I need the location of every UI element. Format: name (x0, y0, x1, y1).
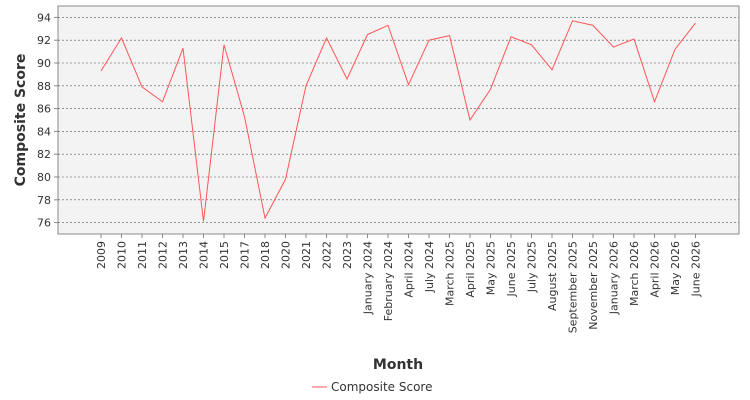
x-axis-title: Month (373, 357, 423, 373)
y-axis-ticks: 76 78 80 82 84 86 88 90 92 94 (37, 11, 58, 230)
grid-lines (58, 17, 739, 223)
y-tick-label: 84 (37, 125, 51, 138)
y-tick-label: 80 (37, 171, 51, 184)
data-point (694, 22, 697, 25)
data-point (366, 33, 369, 36)
x-tick-label: 2013 (177, 241, 190, 269)
data-point (305, 84, 308, 87)
x-tick-label: August 2025 (546, 241, 559, 311)
x-tick-label: November 2025 (587, 241, 600, 330)
series-layer (100, 19, 697, 223)
data-point (182, 47, 185, 50)
data-point (592, 24, 595, 27)
data-point (653, 100, 656, 103)
x-tick-label: 2010 (116, 241, 129, 269)
x-axis-ticks: 2009 2010 2011 2012 2013 2014 2015 2017 2018 2020… (95, 234, 703, 333)
data-point (633, 38, 636, 41)
plot-area (57, 5, 740, 235)
x-tick-label: March 2025 (444, 241, 457, 306)
y-tick-label: 86 (37, 103, 51, 116)
x-tick-label: July 2025 (526, 241, 539, 293)
data-point (448, 34, 451, 37)
x-tick-label: 2021 (300, 241, 313, 269)
data-point (469, 119, 472, 122)
x-tick-label: September 2025 (567, 241, 580, 333)
y-tick-label: 78 (37, 194, 51, 207)
data-point (489, 88, 492, 91)
x-tick-label: May 2025 (485, 241, 498, 295)
x-tick-label: June 2026 (690, 241, 703, 297)
x-tick-label: March 2026 (628, 241, 641, 306)
series-line-composite-score (100, 20, 696, 222)
data-point (120, 36, 123, 39)
x-tick-label: 2018 (259, 241, 272, 269)
data-point (428, 39, 431, 42)
x-tick-label: April 2025 (464, 241, 477, 298)
x-tick-label: January 2024 (362, 241, 375, 315)
data-point (530, 43, 533, 46)
y-tick-label: 76 (37, 217, 51, 230)
y-tick-label: 88 (37, 80, 51, 93)
data-point (346, 77, 349, 80)
data-point (141, 85, 144, 88)
data-point (223, 43, 226, 46)
data-point (325, 36, 328, 39)
x-tick-label: 2020 (280, 241, 293, 269)
x-tick-label: June 2025 (505, 241, 518, 297)
data-point (551, 68, 554, 71)
data-point (284, 178, 287, 181)
data-point (161, 100, 164, 103)
legend: Composite Score (312, 380, 432, 394)
data-point (571, 19, 574, 22)
data-point (612, 46, 615, 49)
x-tick-label: 2014 (198, 241, 211, 269)
data-point (202, 220, 205, 223)
x-tick-label: 2017 (239, 241, 252, 269)
data-point (243, 115, 246, 118)
x-tick-label: 2009 (95, 241, 108, 269)
data-point (407, 83, 410, 86)
x-tick-label: 2012 (157, 241, 170, 269)
x-tick-label: July 2024 (423, 241, 436, 293)
x-tick-label: May 2026 (669, 241, 682, 295)
x-tick-label: April 2024 (403, 241, 416, 298)
y-tick-label: 82 (37, 148, 51, 161)
x-tick-label: 2015 (218, 241, 231, 269)
x-tick-label: 2022 (321, 241, 334, 269)
data-point (387, 24, 390, 27)
x-tick-label: 2011 (136, 241, 149, 269)
y-tick-label: 94 (37, 11, 51, 24)
y-axis-title: Composite Score (13, 54, 29, 187)
data-point (264, 217, 267, 220)
data-point (100, 69, 103, 72)
x-tick-label: April 2026 (649, 241, 662, 298)
data-point (674, 48, 677, 51)
y-tick-label: 92 (37, 34, 51, 47)
x-tick-label: January 2026 (608, 241, 621, 315)
legend-label-composite-score: Composite Score (331, 380, 432, 394)
y-tick-label: 90 (37, 57, 51, 70)
x-tick-label: 2023 (341, 241, 354, 269)
data-point (510, 35, 513, 38)
x-tick-label: February 2024 (382, 241, 395, 321)
